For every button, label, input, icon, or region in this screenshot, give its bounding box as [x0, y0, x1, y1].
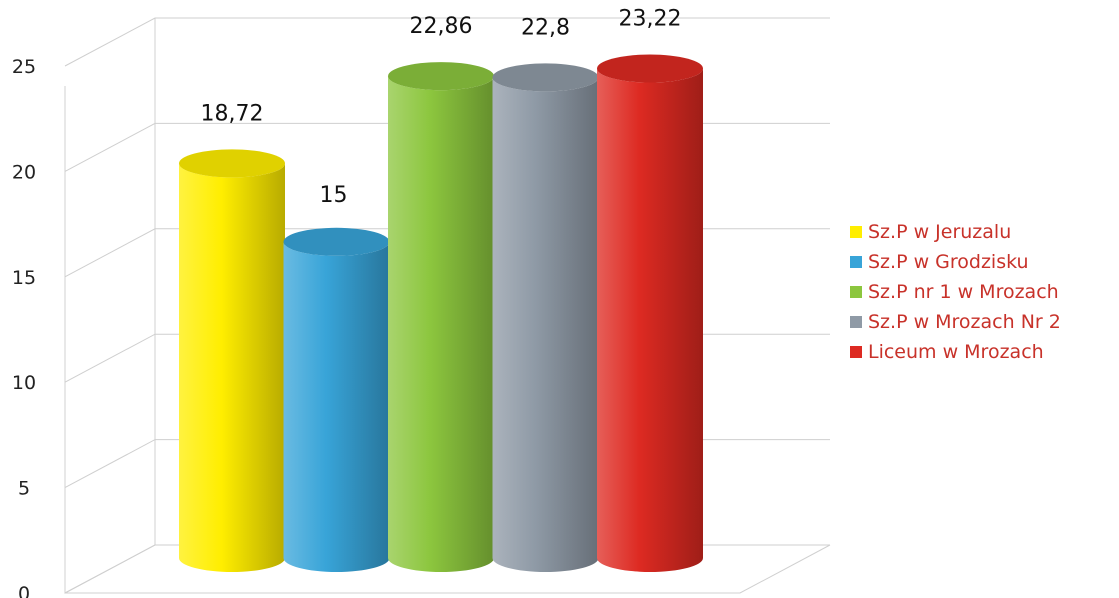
data-label: 22,86: [410, 14, 473, 39]
bar: [388, 62, 494, 572]
legend-swatch: [850, 256, 862, 268]
legend-label: Sz.P nr 1 w Mrozach: [868, 281, 1059, 303]
y-axis: 0 5 10 15 20 25: [12, 56, 36, 598]
legend-label: Sz.P w Grodzisku: [868, 251, 1029, 273]
floor: [65, 544, 831, 594]
y-tick-label: 5: [18, 478, 30, 500]
y-tick-label: 20: [12, 161, 36, 183]
bar: [597, 54, 703, 572]
bar-top: [283, 227, 390, 256]
legend-swatch: [850, 286, 862, 298]
bar: [492, 63, 599, 572]
bar-body: [597, 68, 703, 572]
y-tick-label: 0: [18, 583, 30, 598]
bar-top: [179, 149, 285, 178]
y-tick-label: 10: [12, 372, 36, 394]
legend-item: Liceum w Mrozach: [850, 337, 1061, 367]
data-labels: 18,72 15 22,86 22,8 23,22: [201, 7, 682, 208]
legend-label: Sz.P w Mrozach Nr 2: [868, 311, 1061, 333]
bar-top: [597, 54, 703, 83]
legend-swatch: [850, 346, 862, 358]
bar-top: [388, 62, 494, 91]
legend-item: Sz.P nr 1 w Mrozach: [850, 277, 1061, 307]
data-label: 15: [320, 183, 348, 208]
legend: Sz.P w Jeruzalu Sz.P w Grodzisku Sz.P nr 1…: [850, 217, 1061, 367]
bar-body: [179, 163, 285, 573]
legend-label: Liceum w Mrozach: [868, 341, 1044, 363]
side-wall: [64, 18, 156, 594]
gridlines: [64, 17, 830, 594]
legend-label: Sz.P w Jeruzalu: [868, 221, 1012, 243]
data-label: 18,72: [201, 101, 264, 126]
bar-body: [283, 241, 390, 573]
bar: [179, 149, 285, 573]
y-tick-label: 25: [12, 56, 36, 78]
legend-item: Sz.P w Grodzisku: [850, 247, 1061, 277]
bar-top: [492, 63, 599, 92]
data-label: 23,22: [619, 7, 682, 32]
legend-swatch: [850, 316, 862, 328]
bar-body: [388, 76, 494, 572]
legend-item: Sz.P w Mrozach Nr 2: [850, 307, 1061, 337]
data-label: 22,8: [521, 15, 570, 40]
bar: [283, 227, 390, 573]
bars: [179, 54, 703, 573]
gridline: [64, 17, 830, 67]
bar-body: [492, 77, 599, 572]
y-tick-label: 15: [12, 267, 36, 289]
legend-swatch: [850, 226, 862, 238]
legend-item: Sz.P w Jeruzalu: [850, 217, 1061, 247]
